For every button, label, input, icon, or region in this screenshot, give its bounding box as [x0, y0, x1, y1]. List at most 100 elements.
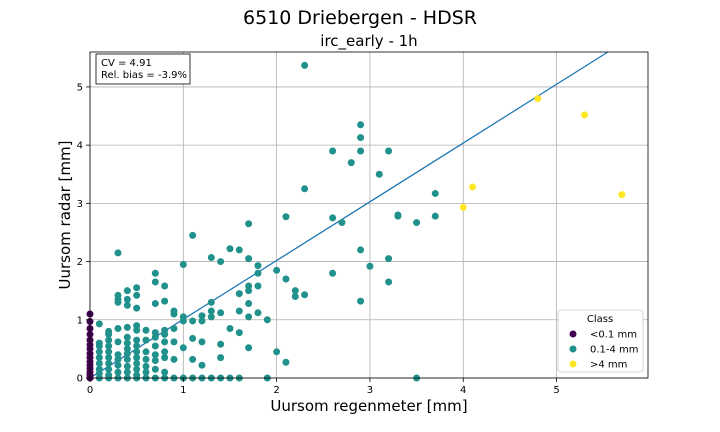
data-point — [329, 269, 337, 277]
data-point — [263, 316, 271, 324]
data-point — [357, 121, 365, 129]
data-point — [133, 348, 141, 356]
data-point — [226, 325, 234, 333]
data-point — [179, 260, 187, 268]
data-point — [245, 255, 253, 263]
x-axis-label: Uursom regenmeter [mm] — [270, 397, 467, 415]
data-point — [105, 336, 113, 344]
x-tick-label: 4 — [460, 385, 466, 396]
data-point — [114, 361, 122, 369]
data-point — [207, 307, 215, 315]
legend-label: 0.1-4 mm — [590, 345, 639, 356]
data-point — [198, 312, 206, 320]
data-point — [413, 219, 421, 227]
data-point — [179, 344, 187, 352]
data-point — [123, 323, 131, 331]
data-point — [161, 297, 169, 305]
data-point — [151, 357, 159, 365]
fit-line — [89, 51, 609, 379]
data-point — [133, 304, 141, 312]
data-point — [123, 339, 131, 347]
fit-line-group — [89, 51, 609, 379]
data-point — [245, 313, 253, 321]
data-point — [189, 231, 197, 239]
legend-title: Class — [587, 314, 613, 325]
y-tick-label: 2 — [77, 257, 83, 268]
data-point — [142, 368, 150, 376]
data-point — [123, 301, 131, 309]
data-point — [431, 189, 439, 197]
data-point — [105, 330, 113, 338]
data-point — [366, 262, 374, 270]
data-point — [142, 336, 150, 344]
data-point — [235, 307, 243, 315]
data-point — [151, 299, 159, 307]
data-point — [133, 326, 141, 334]
data-point — [161, 368, 169, 376]
data-point — [151, 333, 159, 341]
data-point — [469, 183, 477, 191]
data-point — [133, 365, 141, 373]
data-point — [273, 266, 281, 274]
data-point — [198, 338, 206, 346]
data-point — [114, 325, 122, 333]
data-point — [254, 269, 262, 277]
data-point — [245, 344, 253, 352]
data-point — [105, 359, 113, 367]
data-point — [133, 284, 141, 292]
data-point — [151, 351, 159, 359]
data-point — [273, 348, 281, 356]
data-point — [282, 213, 290, 221]
data-point — [189, 334, 197, 342]
chart-title: irc_early - 1h — [320, 32, 417, 51]
data-point — [254, 282, 262, 290]
chart-suptitle: 6510 Driebergen - HDSR — [243, 7, 477, 29]
x-tick-label: 1 — [180, 385, 186, 396]
data-point — [431, 212, 439, 220]
y-tick-label: 1 — [77, 315, 83, 326]
data-point — [161, 338, 169, 346]
data-point — [105, 348, 113, 356]
data-point — [161, 348, 169, 356]
data-point — [217, 340, 225, 348]
stat-cv: CV = 4.91 — [101, 58, 152, 69]
data-point — [105, 354, 113, 362]
data-point — [105, 342, 113, 350]
data-point — [198, 361, 206, 369]
data-point — [301, 291, 309, 299]
y-tick-label: 0 — [77, 374, 83, 385]
data-point — [189, 317, 197, 325]
data-point — [161, 282, 169, 290]
data-point — [179, 317, 187, 325]
data-point — [105, 365, 113, 373]
data-point — [189, 355, 197, 363]
y-axis-label: Uursom radar [mm] — [56, 141, 74, 290]
legend-label: >4 mm — [590, 360, 627, 371]
data-point — [123, 368, 131, 376]
data-point — [123, 362, 131, 370]
data-point — [618, 191, 626, 199]
x-tick-label: 5 — [553, 385, 559, 396]
plot-area-frame — [89, 51, 649, 379]
data-point — [161, 354, 169, 362]
data-point — [123, 295, 131, 303]
legend-label: <0.1 mm — [590, 330, 637, 341]
data-point — [207, 298, 215, 306]
data-point — [254, 309, 262, 317]
data-point — [329, 147, 337, 155]
data-point — [170, 338, 178, 346]
data-point — [254, 262, 262, 270]
data-point — [282, 275, 290, 283]
stats-box-frame — [95, 53, 191, 85]
data-point — [170, 355, 178, 363]
data-point — [301, 61, 309, 69]
data-point — [385, 278, 393, 286]
x-tick-label: 0 — [87, 385, 93, 396]
stats-box: CV = 4.91 Rel. bias = -3.9% — [95, 53, 191, 85]
data-point — [151, 278, 159, 286]
data-point — [114, 249, 122, 257]
data-point — [142, 348, 150, 356]
data-point — [357, 246, 365, 254]
x-tick-label: 2 — [273, 385, 279, 396]
